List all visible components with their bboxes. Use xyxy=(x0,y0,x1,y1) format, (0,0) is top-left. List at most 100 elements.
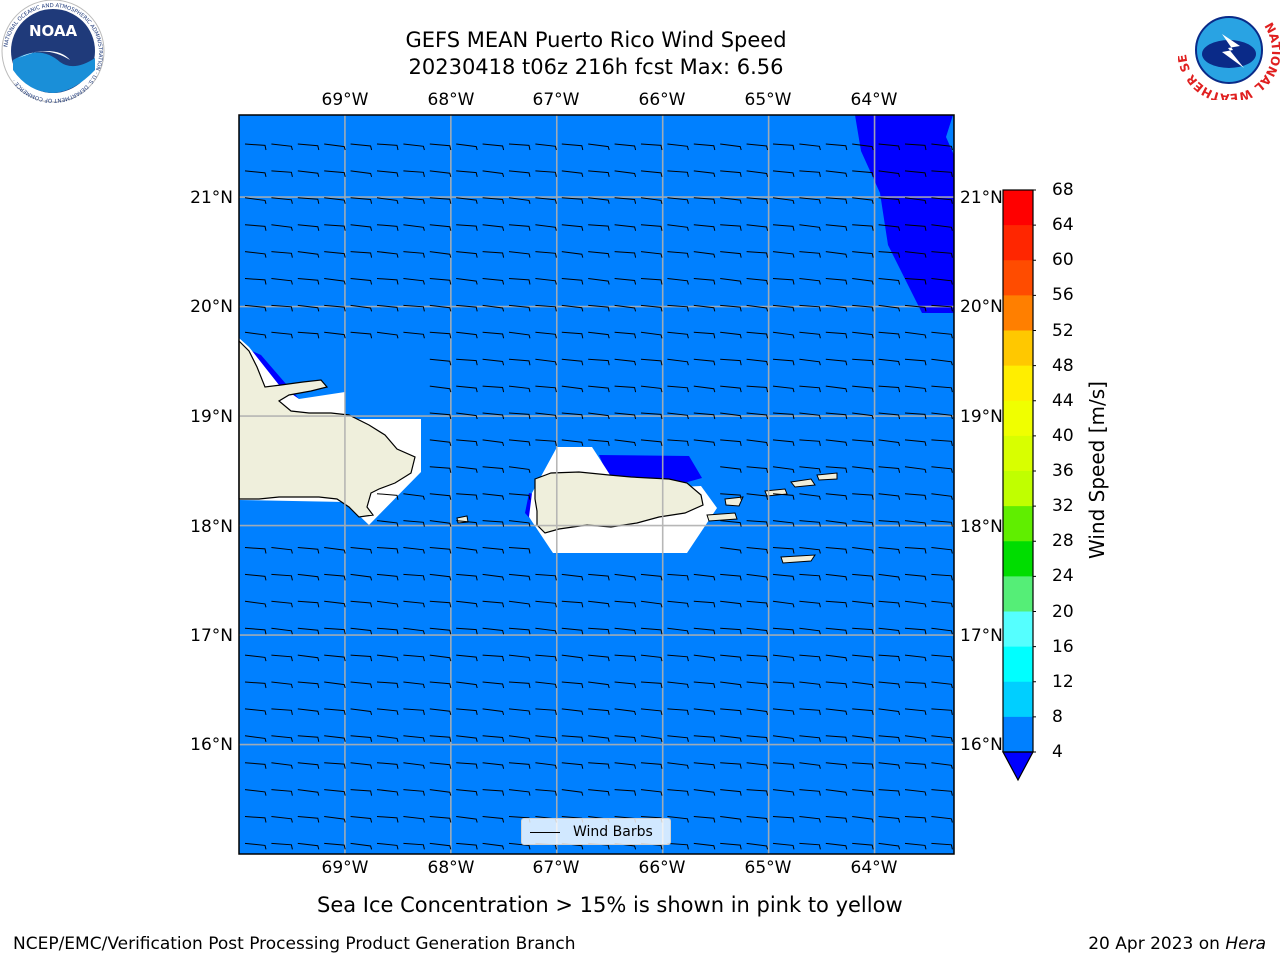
wind-barb xyxy=(429,197,452,204)
wind-barb xyxy=(429,547,452,554)
wind-barb xyxy=(271,547,293,554)
wind-barb xyxy=(772,385,795,393)
wind-barb xyxy=(297,627,320,635)
wind-barb xyxy=(825,197,848,204)
wind-barb xyxy=(640,439,663,447)
wind-barb xyxy=(772,654,795,662)
wind-barb xyxy=(350,143,373,151)
wind-barb xyxy=(746,842,769,850)
lon-label-top: 66°W xyxy=(638,90,686,110)
wind-barb xyxy=(667,251,689,258)
wind-barb xyxy=(324,547,346,554)
wind-barb xyxy=(904,278,927,285)
wind-barb xyxy=(825,627,848,635)
wind-barb xyxy=(931,358,953,366)
wind-barb xyxy=(588,278,610,285)
wind-barb xyxy=(508,251,531,258)
wind-barb xyxy=(244,224,267,231)
wind-barb xyxy=(324,762,346,769)
colorbar-segment xyxy=(1003,506,1033,542)
wind-barb xyxy=(720,600,742,608)
wind-barb xyxy=(852,816,874,823)
wind-barb xyxy=(852,251,874,258)
wind-barb xyxy=(297,224,320,231)
colorbar-tick-label: 32 xyxy=(1052,496,1074,517)
wind-barb xyxy=(825,708,848,716)
wind-barb xyxy=(456,762,478,769)
wind-barb xyxy=(508,654,531,662)
lat-label-left: 18°N xyxy=(190,517,233,537)
wind-barb xyxy=(244,331,267,339)
wind-barb xyxy=(588,170,610,178)
wind-barb xyxy=(376,547,399,554)
wind-barb xyxy=(482,331,505,339)
wind-barb xyxy=(852,331,874,339)
wind-barb xyxy=(746,654,769,662)
wind-barb xyxy=(799,439,821,447)
wind-barb xyxy=(693,304,716,312)
wind-barb xyxy=(271,708,293,716)
wind-barb xyxy=(878,573,901,581)
wind-barb xyxy=(350,654,373,662)
wind-barb xyxy=(720,842,742,850)
wind-barb xyxy=(772,520,795,527)
wind-barb xyxy=(799,304,821,312)
wind-barb xyxy=(825,600,848,608)
wind-barb xyxy=(324,331,346,339)
wind-barb xyxy=(667,331,689,339)
wind-barb xyxy=(904,520,927,527)
wind-barb xyxy=(482,412,505,420)
wind-barb xyxy=(904,331,927,339)
wind-barb xyxy=(825,278,848,285)
wind-barb xyxy=(772,708,795,716)
wind-barb xyxy=(931,385,953,393)
wind-barb xyxy=(640,251,663,258)
wind-barb xyxy=(376,708,399,716)
wind-barb xyxy=(931,412,953,420)
colorbar-tick-label: 56 xyxy=(1052,285,1074,306)
wind-barb xyxy=(350,197,373,204)
colorbar-tick-label: 36 xyxy=(1052,461,1074,481)
wind-barb xyxy=(535,224,557,231)
wind-barb xyxy=(799,654,821,662)
wind-barb xyxy=(456,573,478,581)
wind-barb xyxy=(693,251,716,258)
wind-barb xyxy=(561,789,584,796)
noaa-logo: NOAA NATIONAL OCEANIC AND ATMOSPHERIC AD… xyxy=(1,0,105,103)
wind-barb xyxy=(852,493,874,500)
wind-barb xyxy=(297,600,320,608)
wind-barb xyxy=(693,708,716,716)
wind-barb xyxy=(904,170,927,178)
wind-barb xyxy=(878,547,901,554)
wind-barb xyxy=(508,842,531,850)
wind-barb xyxy=(535,708,557,716)
wind-barb xyxy=(561,197,584,204)
wind-barb xyxy=(429,224,452,231)
wind-barb xyxy=(825,251,848,258)
wind-barb xyxy=(904,493,927,500)
wind-barb xyxy=(244,304,267,312)
wind-barb xyxy=(350,547,373,554)
wind-barb xyxy=(588,143,610,151)
colorbar-tick-label: 60 xyxy=(1052,250,1074,271)
wind-barb xyxy=(535,358,557,366)
wind-barb xyxy=(667,789,689,796)
wind-barb xyxy=(746,278,769,285)
wind-barb xyxy=(482,278,505,285)
wind-barb xyxy=(614,170,637,178)
wind-barb xyxy=(271,681,293,689)
wind-barb xyxy=(746,816,769,823)
wind-barb xyxy=(403,304,425,312)
wind-barb xyxy=(508,735,531,742)
wind-barb xyxy=(376,197,399,204)
wind-barb xyxy=(746,493,769,500)
wind-barb xyxy=(614,251,637,258)
wind-barb xyxy=(852,708,874,716)
wind-barb xyxy=(931,520,953,527)
wind-barb xyxy=(508,412,531,420)
lat-label-left: 20°N xyxy=(190,297,233,317)
wind-barb xyxy=(588,197,610,204)
wind-barb xyxy=(482,627,505,635)
wind-barb xyxy=(720,251,742,258)
wind-barb xyxy=(825,816,848,823)
